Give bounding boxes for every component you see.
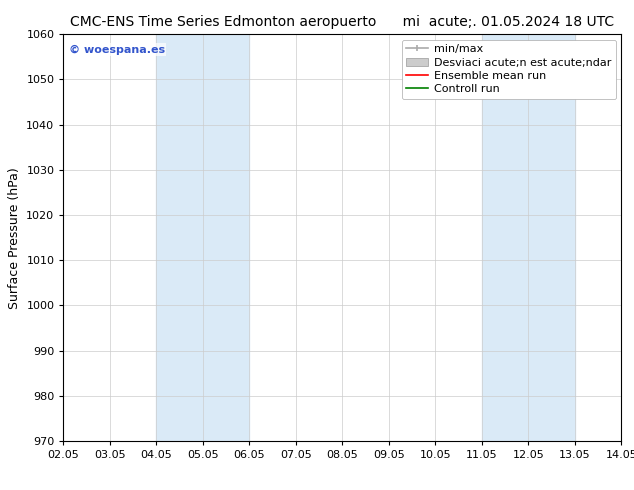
Bar <box>482 34 575 441</box>
Legend: min/max, Desviaci acute;n est acute;ndar, Ensemble mean run, Controll run: min/max, Desviaci acute;n est acute;ndar… <box>402 40 616 99</box>
Y-axis label: Surface Pressure (hPa): Surface Pressure (hPa) <box>8 167 21 309</box>
Text: © woespana.es: © woespana.es <box>69 45 165 54</box>
Bar <box>157 34 249 441</box>
Title: CMC-ENS Time Series Edmonton aeropuerto      mi  acute;. 01.05.2024 18 UTC: CMC-ENS Time Series Edmonton aeropuerto … <box>70 15 614 29</box>
